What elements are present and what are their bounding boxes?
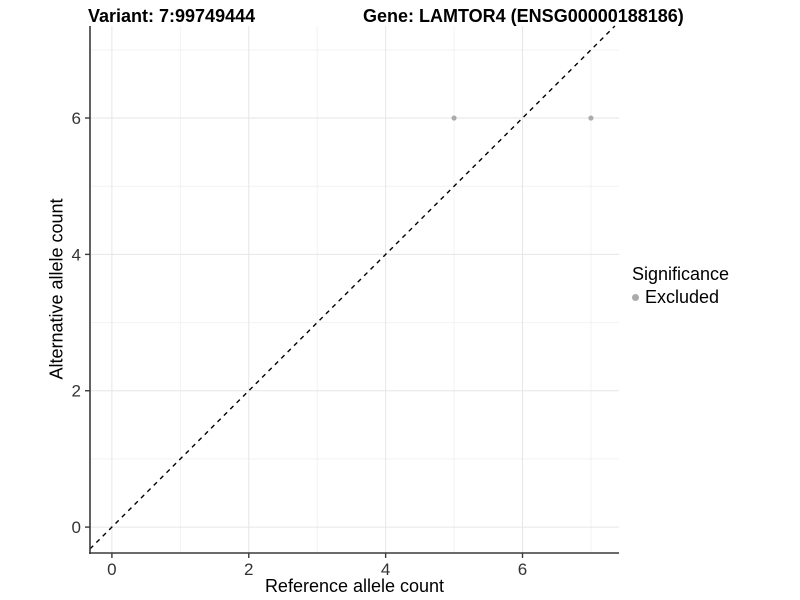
- data-point: [588, 115, 594, 121]
- x-tick-label: 4: [381, 560, 390, 579]
- x-tick-label: 0: [107, 560, 116, 579]
- data-point: [451, 115, 457, 121]
- legend-item-excluded: Excluded: [632, 286, 729, 308]
- x-tick-label: 6: [518, 560, 527, 579]
- y-tick-label: 4: [72, 245, 81, 264]
- x-axis-title: Reference allele count: [264, 576, 445, 596]
- x-tick-label: 2: [244, 560, 253, 579]
- y-tick-label: 6: [72, 109, 81, 128]
- legend: Significance Excluded: [632, 262, 729, 308]
- excluded-point-icon: [632, 293, 639, 301]
- legend-title: Significance: [632, 264, 730, 284]
- variant-title: Variant: 7:99749444: [88, 6, 256, 26]
- legend-item-label: Excluded: [645, 287, 720, 307]
- y-axis-title: Alternative allele count: [46, 198, 67, 380]
- identity-line: [89, 25, 616, 550]
- gene-title: Gene: LAMTOR4 (ENSG00000188186): [363, 6, 684, 26]
- y-tick-label: 2: [72, 382, 81, 401]
- y-tick-label: 0: [72, 518, 81, 537]
